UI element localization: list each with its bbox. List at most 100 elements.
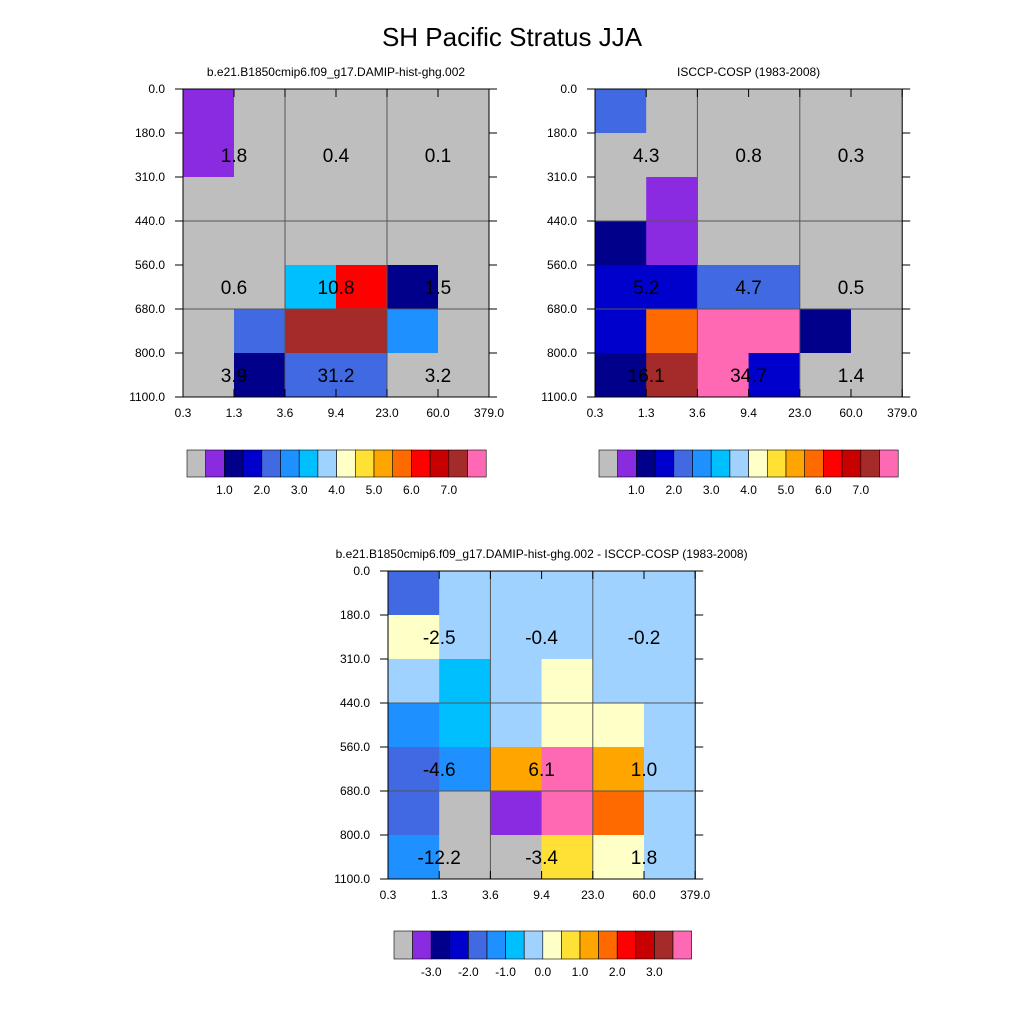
cell-value-label: -2.5 (423, 628, 456, 649)
colorbar-label: 3.0 (703, 483, 720, 497)
colorbar-swatch (841, 449, 862, 478)
heatmap-cell (234, 177, 286, 222)
heatmap-cell (646, 353, 698, 398)
heatmap-cell (490, 747, 543, 792)
y-tick-label: 180.0 (547, 126, 577, 140)
colorbar-swatch (598, 930, 618, 960)
heatmap-cell (234, 89, 286, 134)
cell-value-label: 1.8 (221, 146, 247, 167)
heatmap-cell (336, 221, 388, 266)
heatmap-cell (336, 309, 388, 354)
panels: b.e21.B1850cmip6.f09_g17.DAMIP-hist-ghg.… (129, 65, 917, 979)
x-tick-label: 60.0 (632, 888, 656, 902)
colorbar-swatch (523, 930, 544, 960)
heatmap-cell (595, 353, 647, 398)
x-tick-label: 3.6 (277, 406, 294, 420)
heatmap-cell (438, 177, 490, 222)
heatmap-cell (336, 89, 388, 134)
colorbar-swatch (430, 930, 451, 960)
x-tick-label: 1.3 (638, 406, 655, 420)
heatmap-cell (439, 703, 491, 748)
cell-value-label: 3.9 (221, 366, 247, 387)
heatmap-cell (646, 265, 698, 310)
colorbar-swatch (224, 449, 244, 478)
x-tick-label: 9.4 (740, 406, 757, 420)
colorbar-swatch (392, 449, 412, 478)
colorbar: 1.0 2.0 3.0 4.0 5.0 6.0 7.0 (598, 449, 899, 497)
colorbar-label: -1.0 (495, 965, 516, 979)
y-tick-label: 800.0 (135, 346, 165, 360)
colorbar-swatch (785, 449, 806, 478)
y-tick-label: 680.0 (547, 302, 577, 316)
colorbar-swatch (411, 449, 431, 478)
heatmap-cell (541, 703, 594, 748)
heatmap-cell (438, 309, 490, 354)
heatmap-cell (285, 89, 337, 134)
y-tick-label: 0.0 (353, 564, 370, 578)
heatmap-cell (646, 133, 698, 178)
cell-value-label: -0.2 (628, 628, 661, 649)
heatmap-cell (234, 309, 286, 354)
heatmap-cell (387, 309, 439, 354)
heatmap-cell (183, 265, 235, 310)
colorbar-swatch (561, 930, 581, 960)
heatmap-cell (851, 89, 903, 134)
colorbar-label: 7.0 (440, 483, 457, 497)
cell-value-label: 16.1 (628, 366, 665, 387)
heatmap-cell (541, 571, 594, 616)
colorbar-swatch (654, 930, 674, 960)
colorbar-label: -2.0 (458, 965, 479, 979)
heatmap-cell (336, 353, 388, 398)
colorbar-swatch (393, 930, 413, 960)
colorbar-swatch (448, 449, 468, 478)
heatmap-cell (644, 835, 696, 880)
heatmap-cell (490, 615, 543, 660)
colorbar-swatch (710, 449, 731, 478)
heatmap-cell (388, 747, 440, 792)
y-tick-label: 560.0 (547, 258, 577, 272)
heatmap-cell (799, 353, 852, 398)
heatmap-cell (183, 309, 235, 354)
heatmap-cell (183, 177, 235, 222)
heatmap-cell (438, 89, 490, 134)
y-tick-label: 0.0 (560, 82, 577, 96)
y-tick-label: 560.0 (340, 740, 370, 754)
heatmap-cell (851, 177, 903, 222)
colorbar-label: 1.0 (572, 965, 589, 979)
colorbar-swatch (429, 449, 450, 478)
colorbar-swatch (317, 449, 337, 478)
cell-value-label: -0.4 (525, 628, 558, 649)
colorbar-swatch (617, 449, 637, 478)
heatmap-cell (595, 177, 647, 222)
colorbar-swatch (672, 930, 692, 960)
cell-value-label: 1.5 (425, 278, 451, 299)
x-tick-label: 23.0 (375, 406, 399, 420)
heatmap-cell (234, 221, 286, 266)
colorbar-label: 6.0 (815, 483, 832, 497)
heatmap-cell (387, 133, 439, 178)
heatmap-cell (183, 221, 235, 266)
colorbar-swatch (412, 930, 432, 960)
colorbar-swatch (467, 449, 487, 478)
heatmap-cell (490, 571, 543, 616)
heatmap-cell (799, 89, 852, 134)
colorbar-label: 2.0 (253, 483, 270, 497)
heatmap-cell (697, 89, 750, 134)
colorbar-swatch (542, 930, 562, 960)
colorbar-swatch (804, 449, 824, 478)
heatmap-cell (799, 133, 852, 178)
colorbar-swatch (298, 449, 319, 478)
x-tick-label: 9.4 (533, 888, 550, 902)
y-tick-label: 680.0 (340, 784, 370, 798)
heatmap-cell (387, 89, 439, 134)
heatmap-cell (387, 177, 439, 222)
y-tick-label: 310.0 (547, 170, 577, 184)
heatmap-cell (439, 835, 491, 880)
y-tick-label: 800.0 (547, 346, 577, 360)
cell-value-label: 4.3 (633, 146, 659, 167)
colorbar-label: 0.0 (534, 965, 551, 979)
cell-value-label: -3.4 (525, 848, 558, 869)
heatmap-cell (438, 265, 490, 310)
y-tick-label: 440.0 (340, 696, 370, 710)
colorbar-swatch (354, 449, 375, 478)
